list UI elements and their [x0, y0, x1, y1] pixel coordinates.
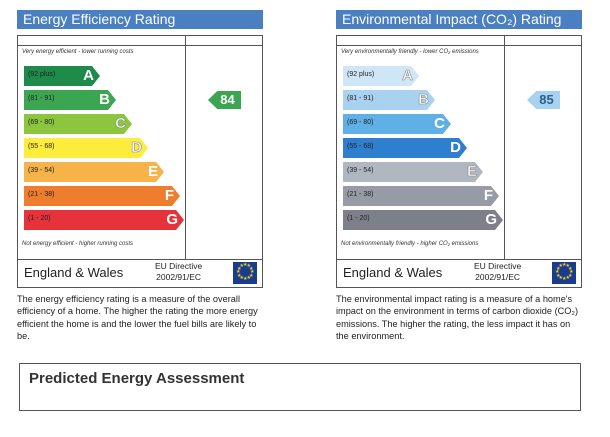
header-divider [18, 45, 262, 46]
band-range: (81 - 91) [347, 95, 374, 102]
band-g: (1 - 20) G [24, 210, 184, 230]
directive-line2: 2002/91/EC [475, 272, 521, 282]
band-a: (92 plus) A [343, 66, 419, 86]
eu-star-icon: ★ [243, 262, 248, 268]
column-divider [185, 36, 186, 259]
eu-star-icon: ★ [569, 269, 574, 275]
eu-star-icon: ★ [246, 262, 251, 269]
band-d: (55 - 68) D [24, 138, 148, 158]
directive-line1: EU Directive [155, 261, 203, 271]
band-e: (39 - 54) E [343, 162, 483, 182]
eu-star-icon: ★ [239, 275, 244, 282]
eu-star-icon: ★ [565, 275, 570, 282]
band-range: (21 - 38) [28, 191, 55, 198]
eu-star-icon: ★ [568, 265, 573, 272]
band-range: (1 - 20) [28, 215, 51, 222]
eu-star-icon: ★ [565, 262, 570, 269]
band-letter: D [131, 139, 142, 156]
eu-star-icon: ★ [562, 262, 567, 268]
environment-bottom-note: Not environmentally friendly - higher CO… [341, 241, 479, 247]
band-letter: B [418, 91, 429, 108]
eu-star-icon: ★ [236, 269, 241, 275]
environmental-impact-chart: Very environmentally friendly - lower CO… [336, 35, 582, 260]
efficiency-top-note: Very energy efficient - lower running co… [22, 49, 134, 55]
environmental-impact-panel: Environmental Impact (CO₂) Rating Very e… [336, 10, 582, 341]
environment-top-note: Very environmentally friendly - lower CO… [341, 49, 479, 55]
band-range: (39 - 54) [347, 167, 374, 174]
eu-star-icon: ★ [555, 265, 561, 272]
eu-star-icon: ★ [249, 272, 254, 279]
efficiency-bottom-note: Not energy efficient - higher running co… [22, 241, 134, 247]
band-range: (55 - 68) [28, 143, 55, 150]
band-letter: E [466, 163, 477, 180]
predicted-energy-assessment-title: Predicted Energy Assessment [29, 370, 245, 387]
band-letter: F [483, 187, 493, 204]
eu-star-icon: ★ [243, 276, 248, 282]
band-e: (39 - 54) E [24, 162, 164, 182]
band-range: (69 - 80) [347, 119, 374, 126]
header-divider [337, 45, 581, 46]
band-d: (55 - 68) D [343, 138, 467, 158]
environment-description: The environmental impact rating is a mea… [336, 294, 579, 342]
band-range: (1 - 20) [347, 215, 370, 222]
eu-star-icon: ★ [555, 272, 561, 279]
predicted-energy-assessment-box: Predicted Energy Assessment [19, 363, 581, 411]
band-letter: A [402, 67, 413, 84]
band-range: (81 - 91) [28, 95, 55, 102]
band-f: (21 - 38) F [24, 186, 180, 206]
band-range: (69 - 80) [28, 119, 55, 126]
band-range: (55 - 68) [347, 143, 374, 150]
band-letter: E [147, 163, 158, 180]
efficiency-current-rating: 84 [208, 91, 241, 109]
eu-star-icon: ★ [249, 265, 254, 272]
environmental-impact-title: Environmental Impact (CO₂) Rating [336, 10, 582, 29]
band-range: (92 plus) [28, 71, 56, 78]
band-c: (69 - 80) C [24, 114, 132, 134]
eu-star-icon: ★ [558, 262, 563, 269]
eu-directive: EU Directive 2002/91/EC [474, 261, 521, 283]
band-f: (21 - 38) F [343, 186, 499, 206]
band-g: (1 - 20) G [343, 210, 503, 230]
eu-star-icon: ★ [250, 269, 255, 275]
eu-star-icon: ★ [562, 276, 567, 282]
energy-efficiency-panel: Energy Efficiency Rating Very energy eff… [17, 10, 263, 341]
efficiency-footer: England & Wales EU Directive 2002/91/EC … [17, 260, 263, 288]
eu-star-icon: ★ [246, 275, 251, 282]
band-letter: G [485, 211, 497, 228]
eu-star-icon: ★ [236, 272, 242, 279]
band-letter: C [434, 115, 445, 132]
eu-flag-icon: ★ ★ ★ ★ ★ ★ ★ ★ ★ ★ ★ ★ [233, 262, 257, 284]
eu-star-icon: ★ [239, 262, 244, 269]
band-range: (92 plus) [347, 71, 375, 78]
environment-footer: England & Wales EU Directive 2002/91/EC … [336, 260, 582, 288]
eu-star-icon: ★ [568, 272, 573, 279]
band-c: (69 - 80) C [343, 114, 451, 134]
energy-efficiency-title: Energy Efficiency Rating [17, 10, 263, 29]
eu-star-icon: ★ [555, 269, 560, 275]
eu-directive: EU Directive 2002/91/EC [155, 261, 202, 283]
efficiency-description: The energy efficiency rating is a measur… [17, 294, 258, 342]
band-a: (92 plus) A [24, 66, 100, 86]
band-letter: D [450, 139, 461, 156]
band-letter: C [115, 115, 126, 132]
footer-region: England & Wales [343, 265, 443, 280]
directive-line2: 2002/91/EC [156, 272, 202, 282]
eu-flag-icon: ★ ★ ★ ★ ★ ★ ★ ★ ★ ★ ★ ★ [552, 262, 576, 284]
eu-star-icon: ★ [236, 265, 242, 272]
directive-line1: EU Directive [474, 261, 522, 271]
energy-efficiency-chart: Very energy efficient - lower running co… [17, 35, 263, 260]
band-letter: G [166, 211, 178, 228]
column-divider [504, 36, 505, 259]
footer-region: England & Wales [24, 265, 124, 280]
band-letter: B [99, 91, 110, 108]
band-range: (21 - 38) [347, 191, 374, 198]
band-b: (81 - 91) B [24, 90, 116, 110]
band-letter: A [83, 67, 94, 84]
band-letter: F [164, 187, 174, 204]
band-b: (81 - 91) B [343, 90, 435, 110]
band-range: (39 - 54) [28, 167, 55, 174]
environment-current-rating: 85 [527, 91, 560, 109]
eu-star-icon: ★ [558, 275, 563, 282]
